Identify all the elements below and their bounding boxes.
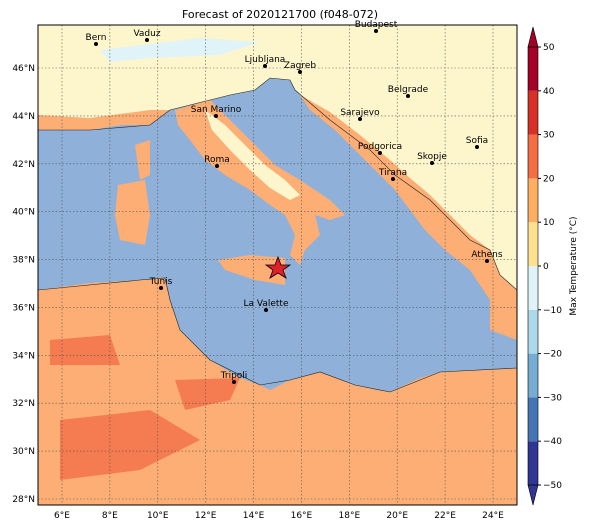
lat-tick-label: 42°N (12, 160, 35, 170)
lat-tick-label: 34°N (12, 351, 35, 361)
colorbar-segment (528, 178, 538, 223)
colorbar-tick-label: −50 (543, 481, 562, 491)
lat-tick-label: 30°N (12, 447, 35, 457)
lat-tick-label: 44°N (12, 112, 35, 122)
colorbar-tick-label: −40 (543, 437, 562, 447)
hot-patch (60, 410, 200, 480)
lon-tick-label: 22°E (434, 511, 456, 521)
city-label: Vaduz (133, 29, 160, 39)
title: Forecast of 2020121700 (f048-072) (182, 8, 378, 21)
lat-tick-label: 46°N (12, 64, 35, 74)
colorbar-tick-label: −10 (543, 306, 562, 316)
colorbar-extend-top (527, 26, 539, 48)
colorbar-tick-label: 0 (543, 262, 549, 272)
city-dot (485, 259, 489, 263)
land-north (38, 25, 517, 290)
corsica (135, 140, 150, 180)
city-label: Sofia (466, 136, 488, 146)
map-area (38, 25, 517, 505)
city-dot (263, 64, 267, 68)
lon-tick-label: 14°E (243, 511, 265, 521)
colorbar-segment (528, 397, 538, 442)
city-label: Ljubljana (245, 55, 286, 65)
colorbar-tick-label: 40 (543, 87, 555, 97)
city-label: Bern (86, 33, 107, 43)
cold-patch (100, 38, 260, 62)
colorbar: −50 −40 −30 −20 −10 0 10 20 30 40 50 (527, 26, 562, 506)
colorbar-segment (528, 90, 538, 135)
city-label: Tirana (378, 168, 407, 178)
lon-tick-label: 8°E (102, 511, 118, 521)
city-dot (264, 308, 268, 312)
city-label: Roma (204, 155, 230, 165)
city-dot (475, 145, 479, 149)
city-dot (145, 38, 149, 42)
city-label: Athens (471, 250, 502, 260)
city-dot (159, 286, 163, 290)
lon-tick-label: 24°E (482, 511, 504, 521)
colorbar-segment (528, 441, 538, 485)
city-dot (406, 94, 410, 98)
city-label: Zagreb (284, 61, 316, 71)
map-frame (37, 24, 518, 506)
coast (38, 277, 517, 393)
sardinia (115, 180, 150, 245)
lat-tick-label: 40°N (12, 208, 35, 218)
colorbar-tick-label: 30 (543, 131, 555, 141)
colorbar-segment (528, 266, 538, 310)
city-dot (232, 380, 236, 384)
colorbar-segment (528, 353, 538, 398)
city-label: La Valette (244, 299, 289, 309)
colorbar-tick-label: 50 (543, 43, 555, 53)
city-dot (358, 117, 362, 121)
warm-coast (38, 110, 170, 130)
lon-tick-label: 16°E (291, 511, 313, 521)
hot-patch (50, 335, 120, 365)
colorbar-segment (528, 309, 538, 354)
lat-tick-label: 36°N (12, 303, 35, 313)
colorbar-tick-label: 10 (543, 218, 555, 228)
city-label: San Marino (191, 105, 242, 115)
coast (38, 77, 517, 291)
city-dot (298, 70, 302, 74)
lon-tick-label: 12°E (195, 511, 217, 521)
colorbar-segment (528, 47, 538, 91)
italy (175, 100, 345, 265)
sicily (218, 255, 285, 285)
city-dot (94, 42, 98, 46)
city-label: Skopje (417, 152, 447, 162)
italy-interior (205, 110, 300, 200)
city-label: Sarajevo (340, 108, 380, 118)
city-label: Tunis (149, 277, 173, 287)
colorbar-segment (528, 222, 538, 266)
colorbar-tick-label: −30 (543, 393, 562, 403)
city-dot (374, 29, 378, 33)
turkey (490, 290, 517, 340)
lat-tick-label: 28°N (12, 495, 35, 505)
colorbar-tick-label: 20 (543, 174, 555, 184)
star-marker (264, 255, 292, 279)
city-dot (378, 151, 382, 155)
lat-tick-label: 38°N (12, 256, 35, 266)
city-dot (430, 161, 434, 165)
lon-tick-label: 18°E (339, 511, 361, 521)
colorbar-label: Max Temperature (°C) (569, 216, 579, 315)
colorbar-extend-bottom (527, 484, 539, 506)
lon-tick-label: 6°E (54, 511, 70, 521)
city-label: Belgrade (388, 85, 429, 95)
city-label: Podgorica (358, 142, 402, 152)
hot-patch (175, 378, 240, 410)
city-dot (391, 177, 395, 181)
lon-tick-label: 20°E (386, 511, 408, 521)
city-dot (214, 114, 218, 118)
lat-tick-label: 32°N (12, 399, 35, 409)
colorbar-segment (528, 134, 538, 179)
city-dot (215, 164, 219, 168)
lon-tick-label: 10°E (147, 511, 169, 521)
warm-balkan-coast (300, 95, 517, 300)
city-label: Tripoli (220, 371, 248, 381)
graticule: 6°E 8°E 10°E 12°E 14°E 16°E 18°E 20°E 22°E 24°E 28… (12, 25, 517, 521)
colorbar-tick-label: −20 (543, 350, 562, 360)
